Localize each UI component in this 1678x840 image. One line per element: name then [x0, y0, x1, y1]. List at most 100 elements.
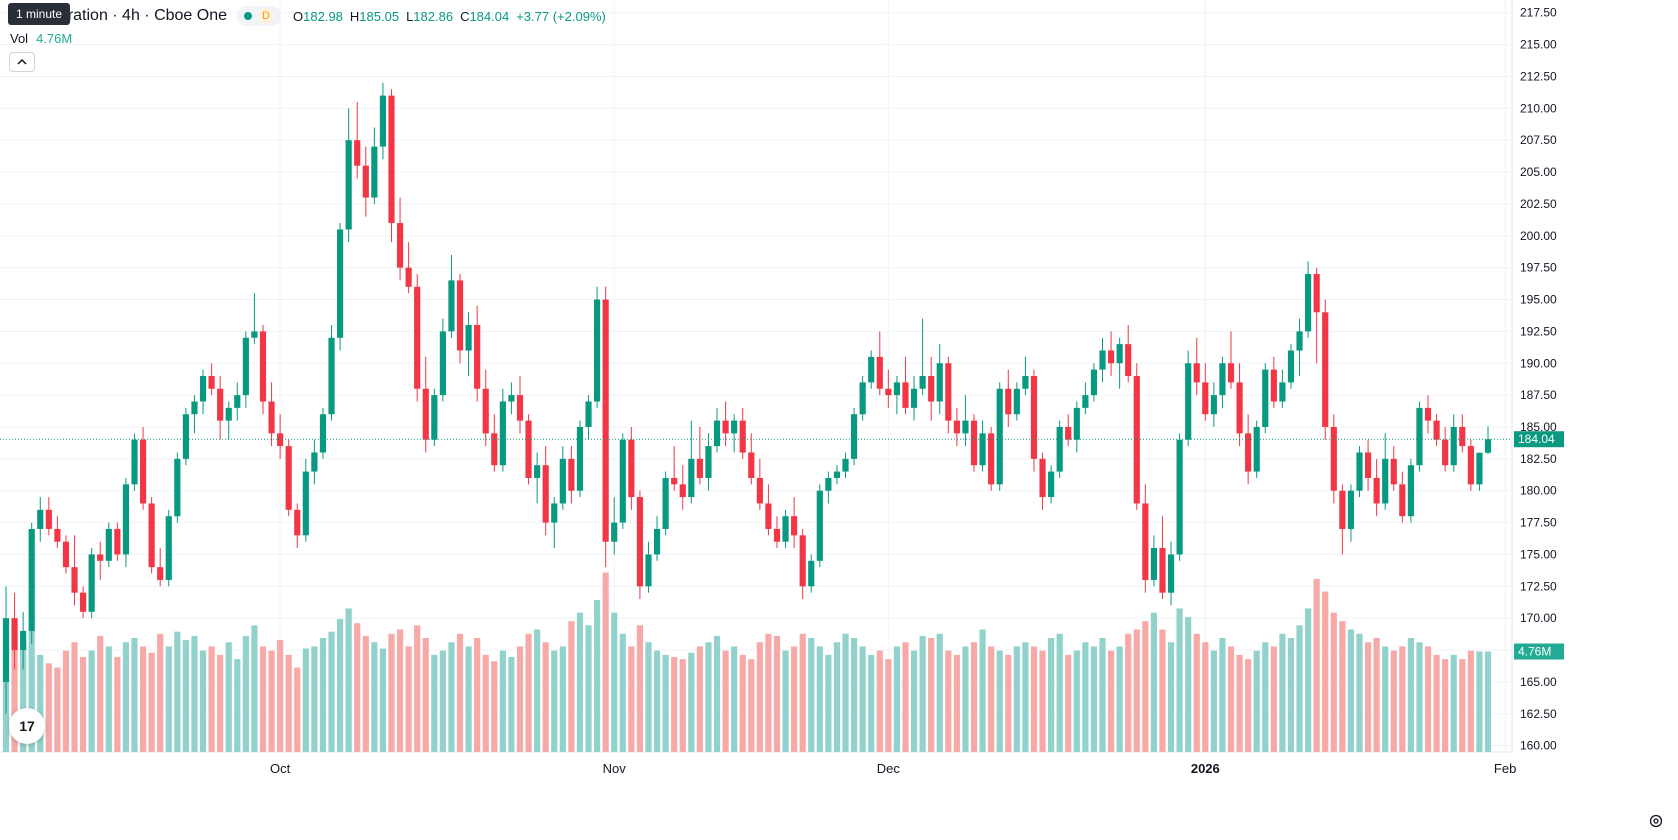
candle-body[interactable] — [808, 560, 815, 587]
candle-body[interactable] — [825, 477, 832, 491]
candle-body[interactable] — [1082, 395, 1089, 408]
candle-body[interactable] — [1322, 312, 1329, 427]
candle-body[interactable] — [1484, 439, 1492, 453]
candle-body[interactable] — [482, 388, 489, 434]
candle-body[interactable] — [525, 420, 532, 478]
candle-body[interactable] — [1373, 477, 1380, 504]
candle-body[interactable] — [765, 503, 772, 529]
candle-body[interactable] — [165, 516, 172, 580]
candle-body[interactable] — [1407, 465, 1414, 517]
candle-body[interactable] — [876, 356, 883, 389]
candle-body[interactable] — [259, 331, 267, 402]
candle-body[interactable] — [371, 146, 378, 198]
candle-body[interactable] — [653, 528, 661, 555]
candle-body[interactable] — [1116, 344, 1123, 364]
candle-body[interactable] — [850, 414, 858, 459]
candle-body[interactable] — [174, 458, 181, 517]
collapse-legend-button[interactable] — [9, 52, 35, 72]
candle-body[interactable] — [1279, 382, 1286, 402]
candle-body[interactable] — [1202, 382, 1209, 415]
candle-body[interactable] — [893, 382, 900, 396]
candle-body[interactable] — [1476, 452, 1483, 485]
candle-body[interactable] — [1245, 433, 1252, 472]
candle-body[interactable] — [910, 388, 918, 408]
candle-body[interactable] — [902, 382, 909, 408]
candle-body[interactable] — [928, 376, 935, 402]
candle-body[interactable] — [859, 382, 866, 415]
candle-body[interactable] — [868, 356, 875, 383]
candle-body[interactable] — [799, 535, 806, 587]
candle-body[interactable] — [362, 165, 369, 198]
candle-body[interactable] — [739, 420, 746, 453]
candle-body[interactable] — [576, 426, 584, 491]
candle-body[interactable] — [534, 465, 541, 478]
candle-body[interactable] — [80, 592, 87, 612]
candle-body[interactable] — [748, 452, 755, 478]
candle-body[interactable] — [225, 407, 232, 421]
candle-body[interactable] — [1459, 426, 1466, 447]
candle-body[interactable] — [1048, 471, 1055, 498]
candle-body[interactable] — [1236, 382, 1243, 434]
candle-body[interactable] — [953, 420, 960, 434]
candle-body[interactable] — [970, 420, 978, 466]
candle-body[interactable] — [1416, 407, 1423, 466]
candle-body[interactable] — [1262, 369, 1269, 427]
candle-body[interactable] — [337, 229, 344, 338]
candle-body[interactable] — [157, 567, 164, 580]
candle-body[interactable] — [671, 477, 678, 485]
candle-body[interactable] — [1193, 363, 1200, 383]
candle-body[interactable] — [1219, 363, 1226, 396]
candle-body[interactable] — [1364, 452, 1372, 478]
candle-body[interactable] — [1296, 331, 1303, 351]
candle-body[interactable] — [1142, 503, 1149, 580]
candle-body[interactable] — [885, 388, 892, 396]
candle-body[interactable] — [988, 433, 995, 485]
candle-body[interactable] — [996, 388, 1003, 485]
candle-body[interactable] — [1433, 420, 1440, 440]
candle-body[interactable] — [422, 388, 429, 440]
candle-body[interactable] — [1287, 350, 1295, 383]
candle-body[interactable] — [782, 516, 789, 542]
candle-body[interactable] — [945, 363, 952, 421]
candle-body[interactable] — [1125, 344, 1132, 376]
candle-body[interactable] — [1073, 407, 1080, 440]
candle-body[interactable] — [28, 528, 35, 631]
candle-body[interactable] — [756, 477, 763, 504]
candle-body[interactable] — [11, 618, 18, 651]
candle-body[interactable] — [1339, 490, 1346, 529]
candle-body[interactable] — [251, 331, 258, 338]
candle-body[interactable] — [182, 414, 189, 459]
candle-body[interactable] — [191, 401, 198, 415]
candle-body[interactable] — [1065, 426, 1072, 440]
candle-body[interactable] — [414, 286, 421, 389]
candle-body[interactable] — [585, 401, 592, 427]
candle-body[interactable] — [551, 503, 558, 523]
candle-body[interactable] — [936, 363, 943, 402]
candle-body[interactable] — [611, 522, 618, 542]
candle-body[interactable] — [345, 140, 352, 230]
candle-body[interactable] — [645, 554, 652, 587]
candle-body[interactable] — [114, 528, 121, 555]
candle-body[interactable] — [234, 395, 241, 408]
candle-body[interactable] — [842, 458, 849, 472]
candle-body[interactable] — [516, 395, 524, 421]
candle-body[interactable] — [1253, 426, 1260, 472]
candle-body[interactable] — [1005, 388, 1012, 415]
candle-body[interactable] — [628, 439, 635, 498]
candle-body[interactable] — [1356, 452, 1363, 491]
candle-body[interactable] — [1330, 426, 1337, 491]
candle-body[interactable] — [354, 140, 361, 166]
candle-body[interactable] — [319, 414, 327, 453]
candle-body[interactable] — [1150, 548, 1157, 580]
market-status-pill[interactable]: D — [237, 6, 282, 26]
candle-body[interactable] — [636, 497, 644, 587]
candle-body[interactable] — [816, 490, 823, 561]
candle-body[interactable] — [1305, 274, 1312, 332]
candle-body[interactable] — [1424, 407, 1432, 421]
candle-body[interactable] — [1347, 490, 1355, 529]
candle-body[interactable] — [1399, 484, 1406, 517]
candle-body[interactable] — [268, 401, 275, 434]
candle-body[interactable] — [474, 325, 481, 389]
